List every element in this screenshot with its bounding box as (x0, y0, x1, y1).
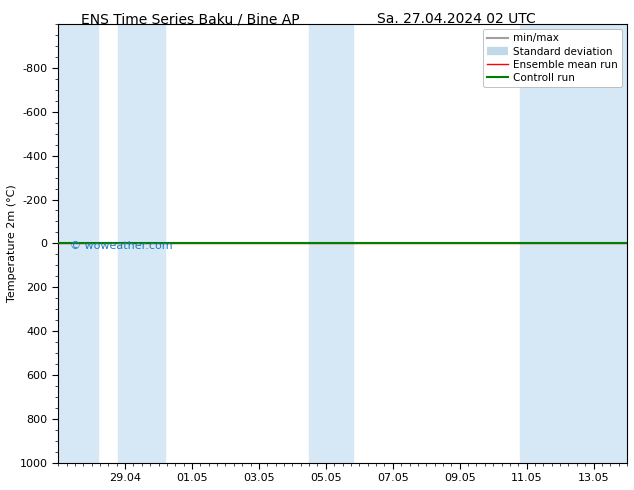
Legend: min/max, Standard deviation, Ensemble mean run, Controll run: min/max, Standard deviation, Ensemble me… (482, 29, 622, 87)
Text: Sa. 27.04.2024 02 UTC: Sa. 27.04.2024 02 UTC (377, 12, 536, 26)
Text: © woweather.com: © woweather.com (70, 241, 172, 251)
Bar (119, 24, 165, 463)
Bar (520, 24, 627, 463)
Bar (309, 24, 353, 463)
Bar (58, 24, 98, 463)
Y-axis label: Temperature 2m (°C): Temperature 2m (°C) (7, 185, 17, 302)
Text: ENS Time Series Baku / Bine AP: ENS Time Series Baku / Bine AP (81, 12, 299, 26)
